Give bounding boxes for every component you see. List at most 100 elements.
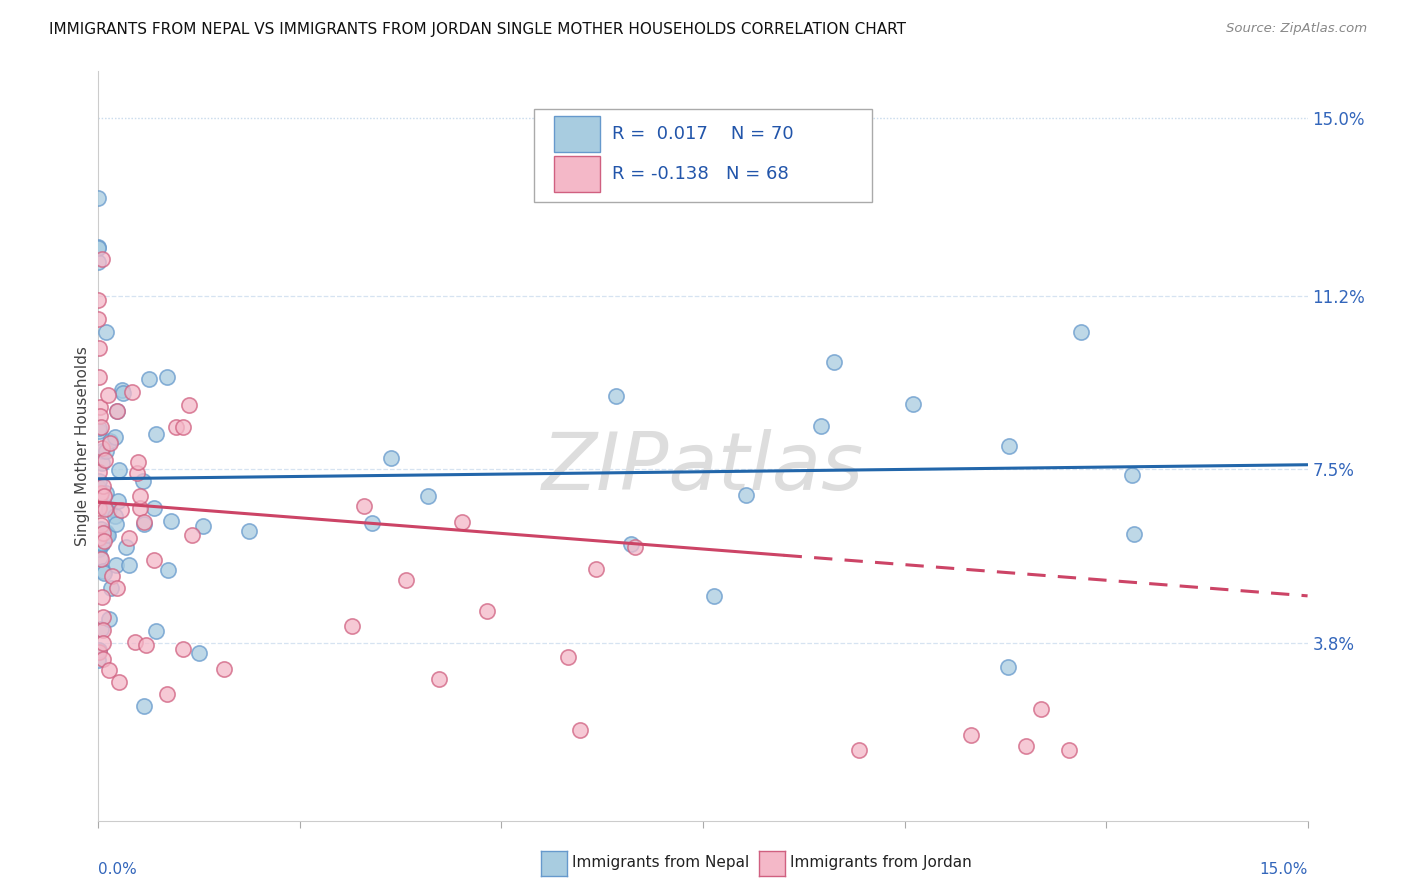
- Point: [87, 192, 110, 206]
- Y-axis label: Single Mother Households: Single Mother Households: [75, 346, 90, 546]
- Point: [97, 388, 120, 402]
- Point: [89, 523, 111, 537]
- Point: [132, 474, 155, 488]
- Point: [108, 463, 131, 477]
- Point: [121, 385, 143, 400]
- Point: [172, 420, 194, 434]
- Point: [212, 662, 235, 676]
- Point: [87, 542, 110, 557]
- Point: [585, 562, 607, 576]
- Point: [132, 517, 155, 532]
- Point: [90, 552, 112, 566]
- Point: [156, 687, 179, 701]
- Point: [451, 516, 474, 530]
- Point: [87, 341, 110, 355]
- Point: [117, 558, 139, 572]
- Point: [823, 355, 845, 369]
- Point: [145, 624, 167, 638]
- Point: [96, 443, 118, 458]
- Point: [98, 435, 121, 450]
- Point: [89, 488, 111, 502]
- Point: [998, 439, 1021, 453]
- Point: [997, 659, 1019, 673]
- Point: [1029, 702, 1052, 716]
- Point: [93, 566, 115, 580]
- Text: IMMIGRANTS FROM NEPAL VS IMMIGRANTS FROM JORDAN SINGLE MOTHER HOUSEHOLDS CORRELA: IMMIGRANTS FROM NEPAL VS IMMIGRANTS FROM…: [49, 22, 907, 37]
- Point: [87, 465, 110, 479]
- Point: [94, 501, 117, 516]
- Point: [118, 531, 141, 545]
- Point: [87, 312, 110, 326]
- Point: [90, 537, 112, 551]
- Point: [105, 582, 128, 596]
- Point: [1121, 467, 1143, 482]
- Point: [620, 537, 643, 551]
- Point: [91, 564, 114, 578]
- Point: [124, 635, 146, 649]
- Point: [360, 516, 382, 530]
- Point: [97, 612, 120, 626]
- Point: [703, 589, 725, 603]
- Point: [90, 420, 112, 434]
- Point: [96, 527, 118, 541]
- Point: [1057, 743, 1080, 757]
- Point: [108, 674, 131, 689]
- Point: [427, 673, 450, 687]
- Point: [177, 398, 200, 412]
- Point: [91, 441, 114, 455]
- Point: [87, 240, 110, 254]
- Point: [87, 653, 110, 667]
- Point: [188, 646, 211, 660]
- Point: [605, 389, 627, 403]
- Point: [395, 573, 418, 587]
- Point: [89, 400, 111, 414]
- Point: [138, 372, 160, 386]
- Point: [90, 535, 112, 549]
- Point: [238, 524, 260, 538]
- Point: [115, 540, 138, 554]
- Text: R =  0.017    N = 70: R = 0.017 N = 70: [613, 125, 794, 143]
- Point: [127, 454, 149, 468]
- Point: [111, 384, 134, 398]
- Point: [91, 478, 114, 492]
- Point: [134, 515, 156, 529]
- Point: [90, 443, 112, 458]
- Point: [89, 409, 111, 423]
- Point: [101, 568, 124, 582]
- Point: [105, 404, 128, 418]
- Point: [87, 370, 110, 384]
- Point: [142, 501, 165, 516]
- Point: [903, 397, 925, 411]
- Point: [157, 563, 180, 577]
- Point: [127, 466, 149, 480]
- Point: [129, 489, 152, 503]
- Text: ZIPatlas: ZIPatlas: [541, 429, 865, 508]
- Point: [91, 590, 114, 604]
- Point: [96, 524, 118, 539]
- Point: [107, 494, 129, 508]
- Point: [91, 623, 114, 637]
- Point: [91, 610, 114, 624]
- Text: Immigrants from Nepal: Immigrants from Nepal: [572, 855, 749, 870]
- Point: [128, 500, 150, 515]
- Point: [93, 636, 115, 650]
- Point: [97, 528, 120, 542]
- Point: [93, 489, 115, 503]
- Point: [89, 421, 111, 435]
- Point: [93, 651, 115, 665]
- Point: [91, 456, 114, 470]
- Text: Source: ZipAtlas.com: Source: ZipAtlas.com: [1226, 22, 1367, 36]
- Point: [380, 450, 402, 465]
- Point: [143, 552, 166, 566]
- Point: [105, 403, 128, 417]
- Point: [848, 743, 870, 757]
- Point: [191, 519, 214, 533]
- Point: [353, 499, 375, 513]
- Text: Immigrants from Jordan: Immigrants from Jordan: [790, 855, 972, 870]
- Point: [110, 503, 132, 517]
- Point: [112, 386, 135, 401]
- Point: [156, 370, 179, 384]
- Point: [105, 558, 128, 572]
- Point: [132, 699, 155, 714]
- Point: [340, 619, 363, 633]
